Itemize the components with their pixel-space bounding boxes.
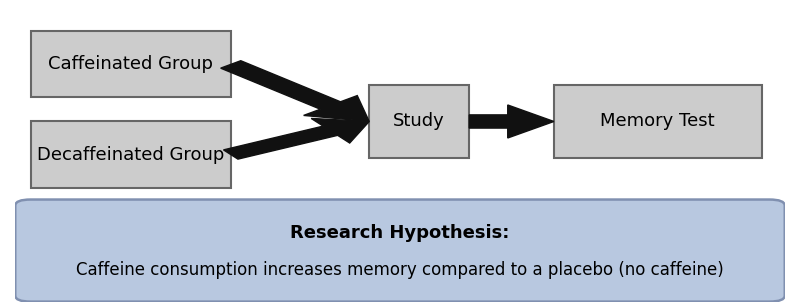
FancyBboxPatch shape: [30, 122, 230, 188]
Polygon shape: [223, 118, 370, 159]
Text: Study: Study: [394, 112, 445, 131]
Text: Caffeine consumption increases memory compared to a placebo (no caffeine): Caffeine consumption increases memory co…: [76, 261, 724, 279]
FancyBboxPatch shape: [30, 32, 230, 98]
Text: Research Hypothesis:: Research Hypothesis:: [290, 224, 510, 241]
FancyBboxPatch shape: [15, 200, 785, 301]
Text: Caffeinated Group: Caffeinated Group: [48, 55, 213, 73]
Polygon shape: [470, 105, 554, 138]
FancyBboxPatch shape: [554, 85, 762, 158]
Text: Decaffeinated Group: Decaffeinated Group: [37, 145, 224, 164]
FancyBboxPatch shape: [370, 85, 470, 158]
Polygon shape: [221, 61, 370, 122]
Text: Memory Test: Memory Test: [601, 112, 715, 131]
